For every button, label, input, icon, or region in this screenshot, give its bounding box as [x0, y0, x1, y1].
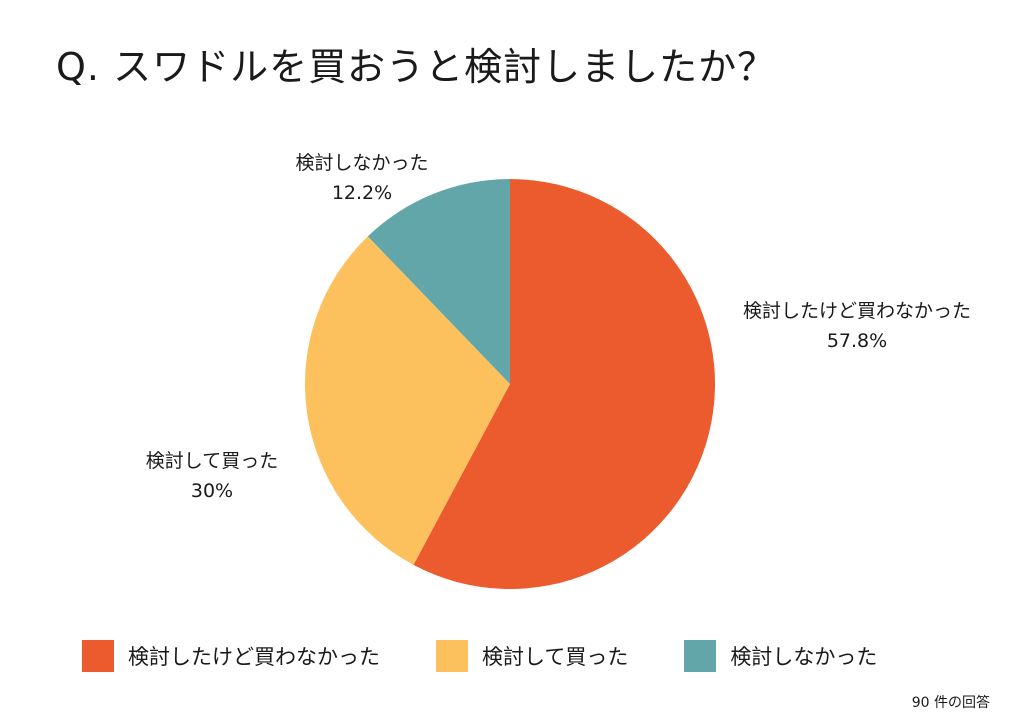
- pie-slice-bought: [305, 236, 510, 565]
- legend-item-bought: 検討して買った: [436, 640, 628, 672]
- legend-swatch: [684, 640, 717, 672]
- pie-slice-not-considered: [367, 179, 510, 384]
- slice-label-text: 検討しなかった: [295, 152, 429, 174]
- slice-label-text: 検討して買った: [145, 450, 279, 472]
- chart-title: Q. スワドルを買おうと検討しましたか？: [56, 45, 777, 89]
- legend-label: 検討して買った: [482, 645, 629, 669]
- legend-swatch: [82, 640, 114, 672]
- slice-label-text: 検討したけど買わなかった: [742, 300, 972, 322]
- slice-label-not-considered: 検討しなかった 12.2%: [295, 148, 428, 208]
- legend-label: 検討したけど買わなかった: [128, 645, 380, 669]
- legend-item-not-considered: 検討しなかった: [684, 640, 877, 672]
- legend-label: 検討しなかった: [730, 645, 878, 669]
- slice-label-value: 12.2%: [331, 182, 393, 204]
- legend-swatch: [436, 640, 468, 672]
- slice-label-value: 30%: [190, 480, 234, 502]
- chart-legend: 検討したけど買わなかった 検討して買った 検討しなかった: [82, 640, 933, 672]
- slice-label-not-bought: 検討したけど買わなかった 57.8%: [743, 296, 971, 356]
- legend-item-not-bought: 検討したけど買わなかった: [82, 640, 380, 672]
- slice-label-value: 57.8%: [826, 330, 888, 352]
- slice-label-bought: 検討して買った 30%: [146, 446, 278, 506]
- response-count: 90 件の回答: [911, 695, 990, 711]
- pie-slice-not-bought: [413, 179, 716, 589]
